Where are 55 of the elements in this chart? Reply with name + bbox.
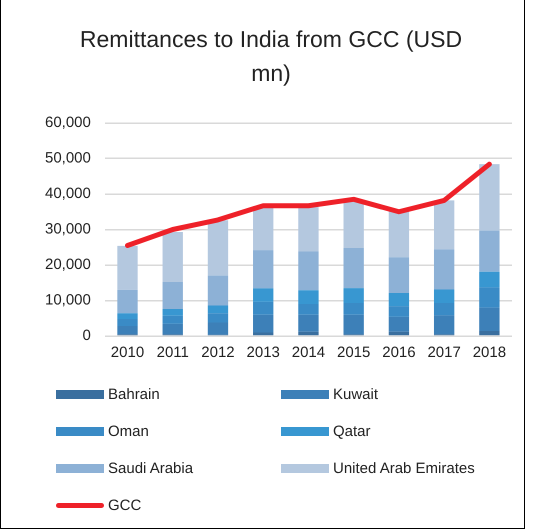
y-tick-label: 50,000 [44,150,91,167]
bar [162,324,183,334]
bar [343,314,364,334]
bar [117,326,138,334]
bar [253,206,274,250]
legend-label: Qatar [333,422,371,440]
bar [434,200,454,250]
y-tick-label: 20,000 [44,256,91,274]
bar [388,257,410,294]
y-tick-label: 0 [82,327,91,344]
x-tick-label: 2015 [336,344,370,362]
bar [162,282,183,310]
legend-label: GCC [108,496,142,514]
bar [298,314,319,332]
bar [117,246,138,290]
x-tick-label: 2011 [156,344,189,362]
legend-label: Kuwait [333,386,378,402]
y-tick-label: 10,000 [44,292,91,309]
legend-label: Oman [108,422,149,440]
bar [298,332,319,336]
bar [479,230,500,272]
bar [208,322,228,335]
bar [117,290,138,314]
bar [162,232,183,282]
bar [479,308,500,332]
bar [253,250,274,288]
bar [298,252,319,290]
x-tick-label: 2012 [201,344,235,362]
x-tick-label: 2014 [292,344,326,362]
legend-label: Bahrain [108,386,160,402]
x-tick-label: 2010 [110,344,144,362]
legend-label: Saudi Arabia [108,460,194,476]
bar [479,331,500,336]
x-tick-label: 2017 [427,344,461,362]
bar [343,200,364,248]
y-tick-label: 40,000 [44,185,91,202]
chart-title: Remittances to India from GCC (USD mn) [78,25,464,88]
legend-label: United Arab Emirates [333,460,475,476]
bar [298,207,319,252]
bar [434,249,454,290]
bar [388,332,410,336]
bar [434,315,454,334]
bar [253,332,274,336]
y-tick-label: 30,000 [44,220,91,238]
bar [388,316,410,332]
x-tick-label: 2016 [382,344,416,362]
bar [388,211,410,258]
bar [208,220,228,276]
bar [479,164,500,231]
bar [253,314,274,332]
bar [208,276,228,306]
bar [343,248,364,288]
x-tick-label: 2013 [246,344,280,362]
x-tick-label: 2018 [472,344,506,362]
y-tick-label: 60,000 [44,114,91,132]
